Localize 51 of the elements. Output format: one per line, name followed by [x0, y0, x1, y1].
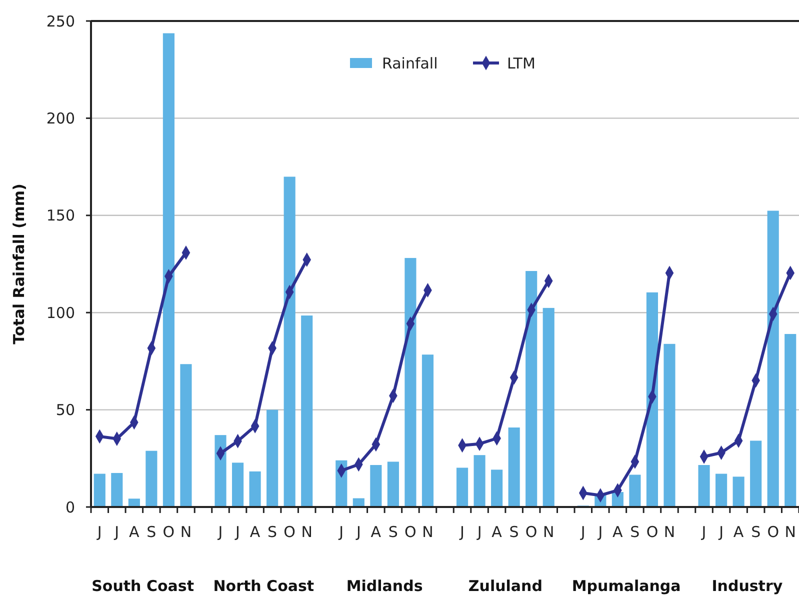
- x-tick-label: J: [476, 523, 482, 541]
- x-tick-label: S: [509, 523, 519, 541]
- x-tick-label: S: [388, 523, 398, 541]
- text: Industry: [712, 577, 783, 595]
- y-axis-title: Total Rainfall (mm): [10, 184, 28, 344]
- x-tick-label: O: [525, 523, 538, 541]
- x-tick-label: A: [733, 523, 744, 541]
- x-tick-label: A: [492, 523, 503, 541]
- x-tick-label: N: [180, 523, 192, 541]
- x-tick-label: S: [630, 523, 640, 541]
- x-tick-label: J: [355, 523, 361, 541]
- x-tick-label: A: [129, 523, 140, 541]
- x-tick-label: J: [718, 523, 724, 541]
- legend-label: Rainfall: [382, 54, 438, 72]
- y-tick-label: 250: [46, 12, 75, 30]
- x-tick-label: J: [234, 523, 240, 541]
- x-tick-label: A: [612, 523, 624, 541]
- x-tick-label: J: [96, 523, 102, 541]
- x-tick-label: J: [700, 523, 706, 541]
- x-tick-label: S: [146, 523, 156, 541]
- x-tick-label: N: [784, 523, 796, 541]
- x-tick-label: O: [284, 523, 296, 541]
- y-tick-label: 150: [46, 206, 75, 225]
- y-tick-label: 100: [46, 304, 75, 322]
- y-tick-label: 50: [56, 401, 75, 420]
- x-tick-label: N: [422, 523, 434, 541]
- legend-label: LTM: [507, 54, 536, 72]
- x-tick-label: J: [338, 523, 344, 541]
- text: Zululand: [468, 577, 542, 595]
- text: Midlands: [346, 577, 423, 595]
- x-tick-label: A: [370, 523, 382, 541]
- x-tick-label: J: [217, 523, 223, 541]
- text: South Coast: [92, 577, 194, 595]
- x-tick-label: J: [114, 523, 120, 541]
- x-tick-label: A: [250, 523, 261, 541]
- x-tick-label: J: [580, 523, 586, 541]
- text: North Coast: [213, 577, 314, 595]
- x-tick-label: O: [162, 523, 175, 541]
- y-tick-label: 0: [65, 498, 75, 516]
- x-tick-label: S: [751, 523, 761, 541]
- x-tick-label: S: [268, 523, 278, 541]
- x-tick-label: J: [597, 523, 603, 541]
- y-tick-label: 200: [46, 109, 75, 128]
- x-tick-label: N: [301, 523, 312, 541]
- x-tick-label: O: [767, 523, 780, 541]
- text: Mpumalanga: [572, 577, 681, 595]
- x-tick-label: O: [646, 523, 658, 541]
- x-tick-label: J: [459, 523, 464, 541]
- x-tick-label: O: [404, 523, 416, 541]
- x-tick-label: N: [542, 523, 554, 541]
- x-tick-label: N: [664, 523, 676, 541]
